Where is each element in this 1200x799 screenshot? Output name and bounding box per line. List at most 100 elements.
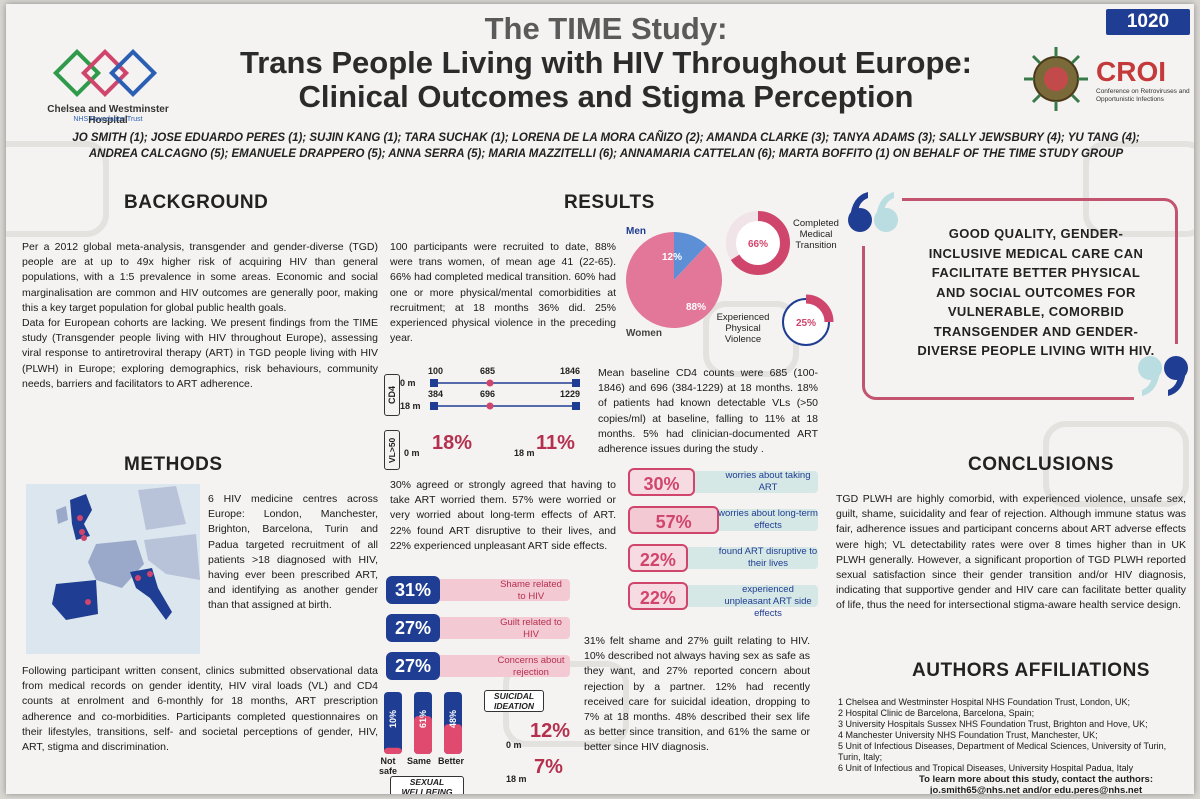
- chelsea-westminster-logo: [52, 48, 158, 98]
- cd4-row18-max: 1229: [560, 389, 580, 399]
- methods-heading: METHODS: [124, 454, 223, 475]
- logo-left-sub: NHS Foundation Trust: [73, 116, 143, 123]
- pie-slice-women: [626, 232, 722, 328]
- ring2-label: Experienced Physical Violence: [716, 312, 770, 345]
- stigma-bar-pct: 27%: [394, 618, 432, 638]
- pie-slice-men: [674, 232, 707, 280]
- poster-title: The TIME Study: Trans People Living with…: [196, 11, 1016, 115]
- suicidal-0m-label: 0 m: [506, 740, 522, 750]
- methods-paragraph-1: 6 HIV medicine centres across Europe: Lo…: [208, 493, 378, 612]
- sexual-bar-pct: 61%: [418, 710, 428, 728]
- medical-transition-ring: 66%: [726, 211, 790, 275]
- suicidal-18m-label: 18 m: [506, 774, 527, 784]
- stigma-bar-row: 27% Guilt related to HIV: [386, 614, 570, 642]
- affiliation-item: 6 Unit of Infectious and Tropical Diseas…: [838, 763, 1134, 773]
- physical-violence-ring: 25%: [778, 294, 834, 350]
- sexual-label-same: Same: [406, 756, 432, 766]
- background-heading: BACKGROUND: [124, 192, 269, 213]
- methods-paragraph-2: Following participant written consent, c…: [22, 665, 378, 754]
- conclusions-heading: CONCLUSIONS: [968, 454, 1114, 475]
- vl-18m-pct: 11%: [536, 432, 575, 454]
- cd4-row0-min: 100: [428, 366, 443, 376]
- cd4-row0-mid: 685: [480, 366, 495, 376]
- art-bar-pct: 57%: [655, 512, 692, 532]
- affiliation-item: 5 Unit of Infectious Diseases, Departmen…: [838, 741, 1167, 762]
- art-bar-fill: 30%: [628, 468, 695, 496]
- ring1-pct: 66%: [748, 239, 768, 250]
- stigma-bar-pct: 27%: [394, 656, 432, 676]
- authors-line-2: ANDREA CALCAGNO (5); EMANUELE DRAPPERO (…: [88, 148, 1124, 160]
- stigma-bar-pct: 31%: [394, 580, 432, 600]
- sexual-bar-track: [384, 692, 402, 754]
- art-bar-row: 30% worries about taking ART: [628, 468, 818, 496]
- logo-left-name: Chelsea and Westminster Hospital: [47, 104, 169, 126]
- art-bar-pct: 22%: [639, 588, 676, 608]
- cd4-row18-mid: 696: [480, 389, 495, 399]
- cd4-axis-label: CD4: [384, 374, 400, 416]
- affiliation-item: 2 Hospital Clinic de Barcelona, Barcelon…: [838, 708, 1035, 718]
- poster: Chelsea and Westminster Hospital NHS Fou…: [6, 4, 1194, 794]
- stigma-bar-row: 31% Shame related to HIV: [386, 576, 570, 604]
- art-bar-label: experienced unpleasant ART side effects: [724, 584, 812, 619]
- art-bar-fill: 22%: [628, 544, 688, 572]
- stigma-bar-label: Guilt related to HIV: [500, 617, 562, 640]
- europe-map: [26, 484, 200, 654]
- suicidal-0m-pct: 12%: [530, 720, 571, 742]
- affiliation-item: 1 Chelsea and Westminster Hospital NHS F…: [838, 697, 1130, 707]
- cd4-row18-label: 18 m: [400, 401, 421, 411]
- title-line-1: The TIME Study:: [484, 11, 728, 46]
- vl-0m-label: 0 m: [404, 448, 420, 458]
- stigma-bar-fill: 27%: [386, 652, 440, 680]
- affiliation-item: 4 Manchester University NHS Foundation T…: [838, 730, 1098, 740]
- stigma-bar-track: [436, 655, 570, 677]
- stigma-bar-fill: 27%: [386, 614, 440, 642]
- sexual-wellbeing-title: SEXUAL WELLBEING: [390, 776, 464, 794]
- sexual-bar-fill: [414, 716, 432, 754]
- pie-women-label: Women: [626, 328, 662, 339]
- contact-emails[interactable]: jo.smith65@nhs.net and/or edu.peres@nhs.…: [929, 785, 1143, 794]
- key-message-text: GOOD QUALITY, GENDER-INCLUSIVE MEDICAL C…: [917, 226, 1155, 358]
- background-text: Per a 2012 global meta-analysis, transge…: [22, 240, 378, 392]
- conclusions-text: TGD PLWH are highly comorbid, with exper…: [836, 493, 1186, 612]
- stigma-bar-track: [436, 617, 570, 639]
- vl-0m-pct: 18%: [432, 432, 473, 454]
- pie-women-pct: 88%: [686, 302, 706, 313]
- affiliations-list: 1 Chelsea and Westminster Hospital NHS F…: [838, 697, 1188, 774]
- sexual-label-notsafe: Not safe: [378, 756, 397, 776]
- art-bar-pct: 30%: [643, 474, 680, 494]
- key-message-box: [862, 198, 1178, 400]
- suicidal-18m-pct: 7%: [534, 756, 563, 778]
- art-bar-pct: 22%: [639, 550, 676, 570]
- affiliations-heading: AUTHORS AFFILIATIONS: [912, 660, 1150, 681]
- sexual-wellbeing-chart: 10% 61% 48%: [384, 692, 462, 754]
- stigma-bar-fill: 31%: [386, 576, 440, 604]
- vl-axis-label: VL>50: [384, 430, 400, 470]
- title-line-2: Trans People Living with HIV Throughout …: [240, 45, 972, 81]
- close-quote-icon: [1138, 356, 1188, 396]
- art-bar-fill: 22%: [628, 582, 688, 610]
- art-bar-track: [668, 471, 818, 493]
- art-bar-track: [668, 585, 818, 607]
- sexual-bar-fill: [444, 724, 462, 754]
- pie-men-label: Men: [626, 226, 646, 237]
- poster-number-badge: 1020: [1106, 9, 1190, 35]
- title-line-3: Clinical Outcomes and Stigma Perception: [298, 79, 914, 115]
- cd4-row0-max: 1846: [560, 366, 580, 376]
- croi-subtitle: Conference on Retroviruses and Opportuni…: [1096, 88, 1190, 103]
- art-bar-label: found ART disruptive to their lives: [718, 546, 818, 569]
- affiliation-item: 3 University Hospitals Sussex NHS Founda…: [838, 719, 1148, 729]
- ring2-pct: 25%: [796, 318, 816, 329]
- stigma-bar-row: 27% Concerns about rejection: [386, 652, 570, 680]
- stigma-bar-label: Concerns about rejection: [497, 655, 565, 678]
- art-bar-row: 57% worries about long-term effects: [628, 506, 818, 534]
- pie-men-pct: 12%: [662, 252, 682, 263]
- sexual-bar-pct: 10%: [388, 710, 398, 728]
- contact-info: To learn more about this study, contact …: [886, 774, 1186, 794]
- suicidal-ideation-title: SUICIDAL IDEATION: [484, 690, 544, 712]
- background-paragraph-1: Per a 2012 global meta-analysis, transge…: [22, 241, 378, 314]
- sexual-bar-fill: [384, 747, 402, 754]
- vl-18m-label: 18 m: [514, 448, 535, 458]
- cd4-row0-label: 0 m: [400, 378, 416, 388]
- cd4-range-chart: 0 m 18 m 100 685 1846 384 696 1229: [400, 366, 580, 411]
- art-bar-label: worries about taking ART: [725, 470, 811, 493]
